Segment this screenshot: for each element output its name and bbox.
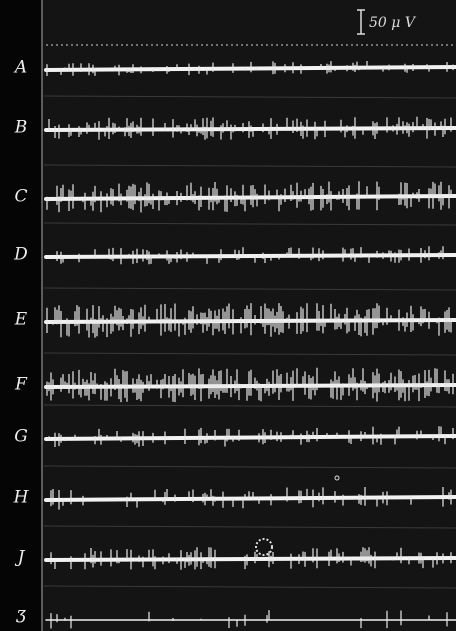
row-label: H xyxy=(13,488,30,508)
row-label: F xyxy=(14,375,28,395)
row-label: C xyxy=(14,187,27,207)
page: 50 μ V ABCDEFGHJƷ (() => { const data = … xyxy=(0,0,456,631)
row-label: G xyxy=(14,427,28,447)
row-label: D xyxy=(13,245,28,265)
scale-label: 50 μ V xyxy=(369,15,417,31)
baseline-trace xyxy=(46,558,456,560)
row-label: B xyxy=(14,118,28,138)
row-label: E xyxy=(14,310,28,330)
row-label: A xyxy=(13,58,27,78)
row-label: Ʒ xyxy=(15,608,26,628)
recording-figure: 50 μ V ABCDEFGHJƷ xyxy=(0,0,456,631)
